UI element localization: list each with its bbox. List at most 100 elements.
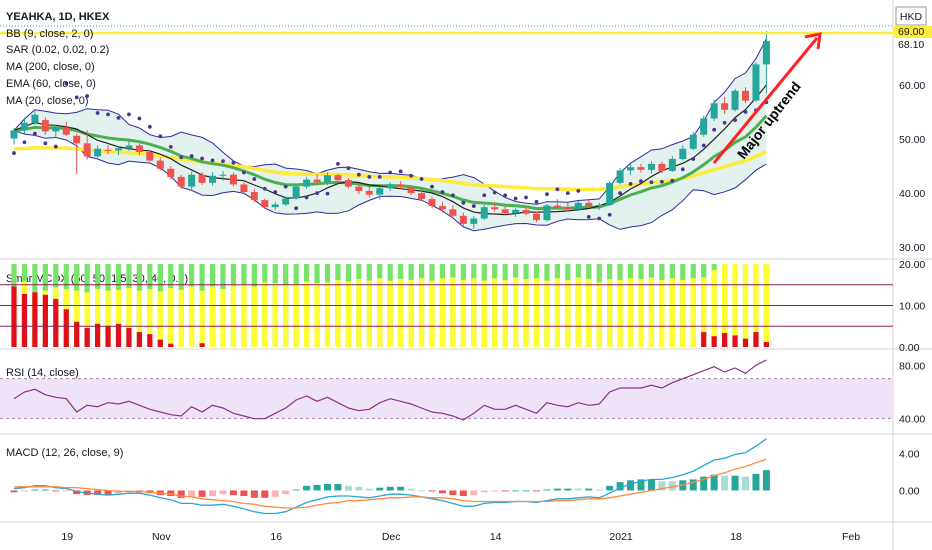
candle-body (616, 170, 624, 183)
legend-sar[interactable]: SAR (0.02, 0.02, 0.2) (6, 44, 109, 56)
macd-histogram-bar (261, 490, 269, 498)
smart-yellow-bar (74, 290, 80, 347)
candle-body (480, 207, 488, 219)
rsi-label: RSI (14, close) (6, 367, 79, 379)
sar-dot (722, 120, 727, 125)
macd-histogram-bar (522, 490, 530, 492)
candle-body (553, 205, 561, 208)
macd-histogram-bar (94, 490, 102, 496)
smart-yellow-bar (314, 283, 320, 347)
macd-histogram-bar (480, 490, 488, 493)
macd-histogram-bar (647, 479, 655, 491)
macd-histogram-bar (292, 489, 300, 491)
smart-yellow-bar (627, 278, 634, 347)
candle-body (501, 209, 509, 214)
smart-yellow-bar (272, 283, 278, 347)
smart-yellow-bar (115, 289, 122, 347)
macd-histogram-bar (334, 484, 342, 491)
smart-yellow-bar (690, 278, 696, 347)
bb-lower-line (13, 129, 767, 232)
candle-body (344, 180, 352, 187)
candle-body (94, 148, 102, 157)
sar-dot (252, 177, 257, 181)
sar-dot (618, 191, 622, 195)
legend-ma20[interactable]: MA (20, close, 0) (6, 95, 89, 107)
sar-dot (680, 167, 685, 172)
smart-yellow-bar (136, 290, 142, 347)
currency-label: HKD (900, 11, 923, 23)
candle-body (41, 120, 49, 132)
candle-body (125, 145, 133, 149)
macd-histogram-bar (585, 488, 593, 491)
macd-histogram-bar (418, 490, 426, 492)
candle-body (637, 167, 645, 170)
macd-histogram-bar (10, 490, 18, 493)
smart-yellow-bar (617, 279, 623, 347)
x-tick-label: Nov (152, 531, 171, 543)
smart-yellow-bar (105, 290, 111, 347)
candle-body (710, 103, 718, 119)
macd-histogram-bar (574, 488, 582, 491)
smart-yellow-bar (523, 279, 529, 347)
candle-body (386, 184, 394, 189)
candle-body (188, 174, 196, 187)
sar-dot (534, 199, 539, 204)
smart-yellow-bar (199, 290, 205, 347)
sar-dot (545, 192, 549, 197)
sar-dot (597, 216, 602, 221)
sar-dot (409, 173, 413, 178)
smart-yellow-bar (178, 289, 184, 347)
sar-dot (419, 177, 424, 181)
smart-yellow-bar (471, 278, 477, 347)
sar-dot (273, 190, 278, 194)
smart-yellow-bar (241, 284, 247, 347)
smart-red-bar (753, 332, 759, 347)
legend-bb[interactable]: BB (9, close, 2, 0) (6, 28, 93, 40)
rsi-band (0, 378, 893, 419)
macd-histogram-bar (407, 488, 415, 491)
currency-box[interactable] (895, 6, 927, 26)
sar-dot (43, 141, 48, 146)
smart-yellow-bar (157, 291, 163, 347)
macd-histogram-bar (428, 490, 436, 492)
candle-body (115, 148, 122, 151)
smart-yellow-bar (304, 281, 310, 347)
sar-dot (95, 111, 100, 115)
macd-histogram-bar (177, 490, 185, 498)
candle-body (574, 202, 582, 210)
smart-yellow-bar (408, 279, 414, 347)
x-tick-label: Dec (382, 531, 401, 543)
sar-dot (147, 124, 152, 129)
macd-histogram-bar (250, 490, 258, 498)
smart-red-bar (147, 334, 153, 347)
candle-body (52, 127, 60, 132)
smart-yellow-bar (335, 279, 341, 347)
macd-histogram-bar (376, 487, 384, 491)
candle-body (647, 163, 655, 170)
macd-histogram-bar (449, 490, 457, 496)
macd-histogram-bar (52, 490, 60, 492)
sar-dot (294, 206, 299, 211)
sar-dot (346, 166, 351, 171)
x-tick-label: 14 (490, 531, 502, 543)
sar-dot (701, 143, 706, 148)
level-price-value: 69.00 (898, 26, 924, 38)
smart-tick-label: 0.00 (899, 342, 920, 354)
macd-histogram-bar (752, 473, 760, 491)
sar-dot (12, 151, 16, 155)
sar-dot (388, 170, 393, 175)
sar-dot (127, 112, 131, 117)
smart-red-bar (199, 343, 205, 347)
last-price-tag (894, 38, 932, 51)
legend-ma200[interactable]: MA (200, close, 0) (6, 61, 95, 73)
macd-histogram-bar (553, 488, 561, 491)
candle-body (428, 199, 436, 207)
legend-ema60[interactable]: EMA (60, close, 0) (6, 78, 96, 90)
sar-dot (471, 204, 476, 208)
sar-dot (210, 158, 215, 163)
sar-dot (356, 172, 361, 177)
smart-red-bar (95, 323, 101, 347)
candle-body (438, 206, 446, 210)
smart-red-bar (168, 343, 174, 347)
